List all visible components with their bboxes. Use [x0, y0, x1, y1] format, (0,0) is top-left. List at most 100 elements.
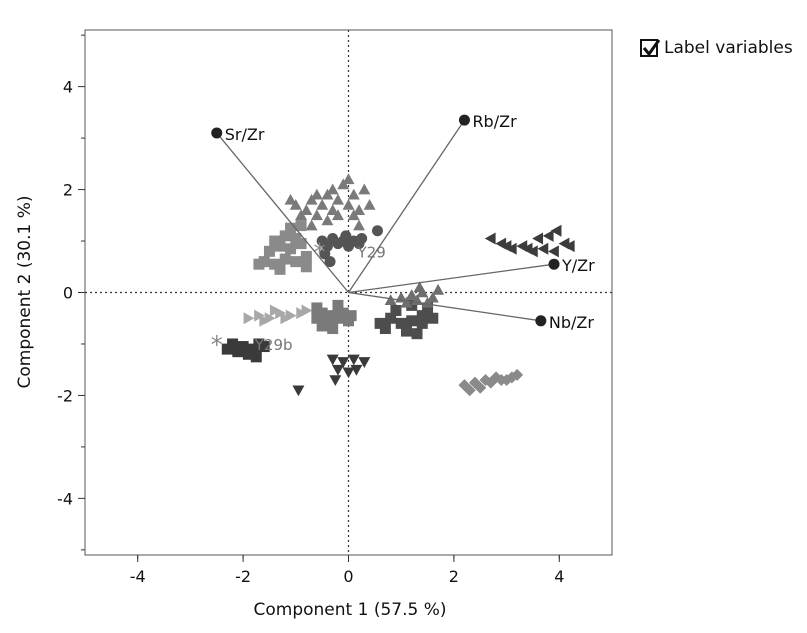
- score-point: [395, 317, 407, 329]
- score-point: [290, 256, 302, 268]
- score-point: [413, 281, 426, 293]
- score-point: [353, 219, 366, 231]
- score-point: [342, 367, 355, 379]
- score-point: [537, 242, 549, 255]
- score-point: [548, 245, 559, 258]
- score-point: [243, 312, 255, 325]
- score-point: [358, 183, 371, 195]
- score-point: [221, 343, 233, 355]
- score-point: [500, 240, 512, 253]
- loading-endpoint: [548, 258, 560, 270]
- score-point: [259, 314, 271, 327]
- score-point: [274, 263, 286, 275]
- score-point: [337, 307, 349, 319]
- score-point: [426, 291, 439, 303]
- score-point: [300, 204, 313, 215]
- score-point: [316, 199, 329, 210]
- score-point: [279, 230, 291, 242]
- score-point: [427, 312, 439, 324]
- score-point: [337, 357, 350, 368]
- score-point: [253, 258, 265, 270]
- score-point: [342, 173, 355, 185]
- score-point: [550, 224, 562, 237]
- loading-label: Rb/Zr: [472, 112, 517, 131]
- score-point: [295, 209, 308, 221]
- checkbox-box[interactable]: [640, 39, 661, 57]
- score-point: [311, 302, 323, 314]
- score-point: [331, 209, 344, 221]
- score-point: [263, 245, 275, 257]
- score-point: [350, 364, 363, 376]
- loading-line: [216, 132, 350, 293]
- loading-label: Nb/Zr: [549, 313, 594, 332]
- score-point: [242, 348, 254, 360]
- score-point: [347, 354, 360, 366]
- score-point: [284, 193, 297, 205]
- score-point: [532, 232, 544, 245]
- score-point: [422, 302, 434, 314]
- score-point: [301, 304, 313, 317]
- annotation-marker: *: [211, 331, 223, 359]
- score-point: [484, 376, 497, 389]
- score-point: [542, 229, 554, 242]
- x-tick-label: -4: [130, 567, 146, 586]
- score-point: [232, 346, 244, 358]
- score-point: [331, 364, 344, 376]
- score-point: [474, 381, 487, 394]
- score-point: [258, 341, 270, 353]
- loading-line: [348, 291, 541, 322]
- loading-endpoint: [211, 127, 223, 139]
- score-point: [332, 299, 344, 311]
- score-point: [385, 312, 397, 324]
- score-point: [406, 315, 418, 327]
- score-point: [521, 242, 533, 255]
- score-point: [406, 299, 418, 311]
- score-point: [345, 310, 357, 322]
- score-point: [331, 193, 344, 205]
- loading-line: [348, 263, 555, 294]
- score-point: [405, 289, 418, 300]
- score-point: [400, 325, 412, 337]
- score-point: [379, 323, 391, 335]
- score-point: [292, 385, 305, 397]
- label-variables-checkbox[interactable]: Label variables: [640, 38, 793, 58]
- score-point: [310, 209, 323, 221]
- score-point: [269, 235, 281, 247]
- loading-endpoint: [458, 114, 470, 126]
- x-tick-label: 0: [343, 567, 353, 586]
- score-point: [250, 351, 262, 363]
- score-point: [329, 375, 342, 386]
- annotation-marker: *: [314, 238, 326, 266]
- annotation-label: Y29b: [254, 336, 293, 354]
- score-point: [495, 374, 508, 386]
- y-tick-label: -4: [57, 489, 73, 508]
- score-point: [432, 283, 445, 295]
- score-point: [416, 310, 428, 322]
- score-point: [316, 320, 328, 332]
- score-point: [347, 188, 360, 200]
- score-point: [319, 248, 331, 260]
- score-point: [300, 250, 312, 262]
- x-axis-label: Component 1 (57.5 %): [254, 600, 447, 620]
- x-tick-label: 4: [554, 567, 564, 586]
- score-point: [463, 384, 476, 397]
- score-point: [326, 204, 339, 215]
- x-tick-label: -2: [235, 567, 251, 586]
- score-point: [563, 240, 575, 253]
- score-point: [305, 219, 318, 231]
- score-point: [321, 214, 334, 226]
- score-point: [342, 199, 355, 210]
- score-point: [310, 188, 323, 200]
- y-tick-label: 4: [63, 78, 73, 97]
- score-point: [484, 232, 496, 245]
- loading-label: Sr/Zr: [225, 125, 265, 144]
- score-point: [411, 328, 423, 340]
- score-point: [363, 199, 376, 210]
- score-point: [326, 183, 339, 195]
- score-points: * Y29* Y29b: [211, 173, 575, 397]
- loading-vectors: Sr/Zr Rb/Zr Y/Zr Nb/Zr: [211, 112, 595, 332]
- y-axis-label: Component 2 (30.1 %): [15, 196, 35, 389]
- loading-endpoint: [535, 315, 547, 327]
- label-variables-text: Label variables: [664, 38, 793, 58]
